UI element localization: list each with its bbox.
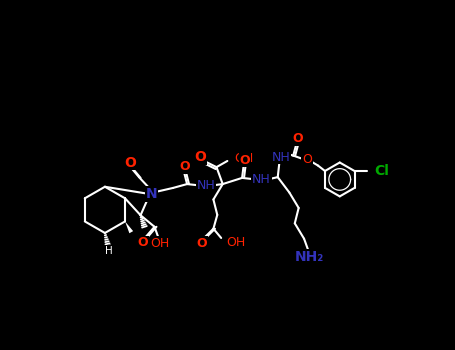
Text: OH: OH — [150, 237, 170, 250]
Text: NH₂: NH₂ — [295, 250, 324, 264]
Text: O: O — [179, 160, 190, 173]
Text: NH: NH — [252, 173, 271, 186]
Text: O: O — [194, 150, 206, 164]
Text: OH: OH — [226, 236, 245, 249]
Text: O: O — [293, 132, 303, 145]
Text: O: O — [124, 155, 136, 169]
Polygon shape — [125, 222, 133, 233]
Text: O: O — [240, 154, 251, 167]
Text: N: N — [146, 187, 157, 201]
Text: H: H — [105, 246, 113, 256]
Text: O: O — [302, 153, 312, 166]
Text: O: O — [137, 237, 148, 250]
Text: NH: NH — [196, 179, 215, 192]
Text: OH: OH — [234, 152, 253, 165]
Text: NH: NH — [272, 150, 290, 163]
Text: Cl: Cl — [374, 164, 389, 178]
Text: O: O — [197, 237, 207, 250]
